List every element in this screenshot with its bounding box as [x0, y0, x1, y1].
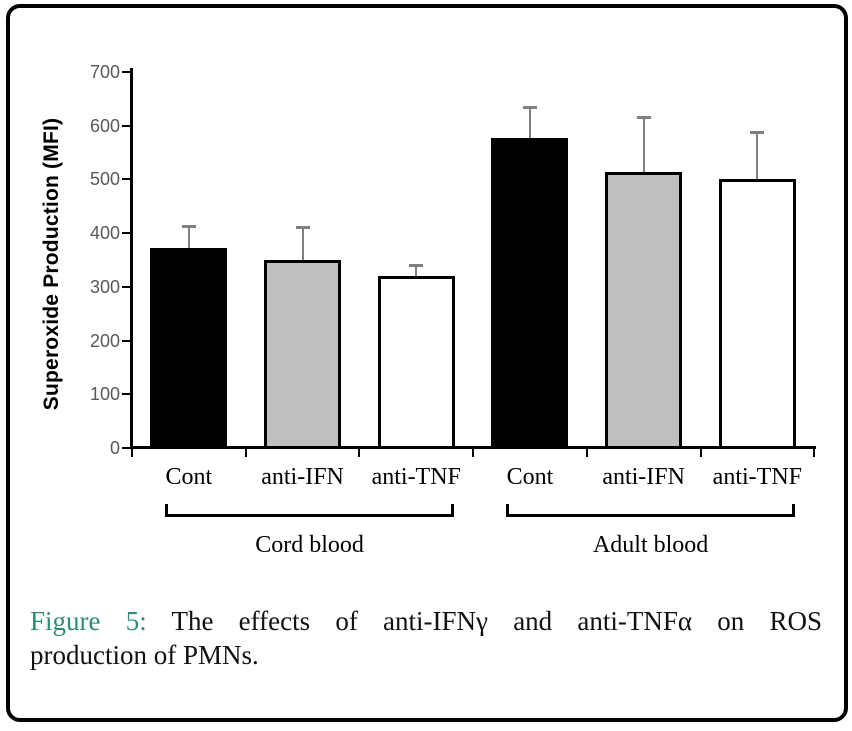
error-bar-stem — [187, 225, 190, 251]
bar — [377, 276, 455, 449]
bar — [491, 137, 569, 449]
category-label: anti-IFN — [261, 464, 344, 490]
bar — [264, 260, 342, 449]
caption-figure-label: Figure 5: — [30, 606, 147, 636]
figure-caption: Figure 5: The effects of anti-IFNγ and a… — [30, 604, 822, 672]
group-bracket — [505, 504, 796, 517]
x-axis-tick — [244, 449, 247, 457]
y-axis-tick — [122, 285, 130, 288]
category-label: anti-IFN — [602, 464, 685, 490]
error-bar-stem — [301, 226, 304, 262]
y-tick-label: 200 — [89, 330, 120, 351]
bar — [150, 248, 228, 449]
bar — [605, 172, 683, 449]
category-label: Cont — [165, 464, 213, 490]
error-bar-cap — [181, 224, 196, 228]
x-axis-tick — [585, 449, 588, 457]
y-tick-label: 500 — [89, 169, 120, 190]
y-axis-tick — [122, 393, 130, 396]
y-tick-label: 100 — [89, 384, 120, 405]
y-axis-tick — [122, 124, 130, 127]
error-bar-cap — [522, 105, 537, 109]
y-axis-title: Superoxide Production (MFI) — [40, 117, 63, 411]
error-bar-cap — [750, 130, 765, 134]
group-label: Adult blood — [592, 532, 709, 558]
error-bar-cap — [295, 225, 310, 229]
y-axis-tick — [122, 178, 130, 181]
x-axis-tick — [472, 449, 475, 457]
caption-line-2: production of PMNs. — [30, 640, 259, 670]
error-bar-stem — [415, 264, 418, 279]
x-axis-tick — [131, 449, 133, 457]
y-tick-label: 700 — [89, 62, 120, 82]
error-bar-cap — [409, 263, 424, 267]
error-bar-stem — [756, 131, 759, 181]
x-axis-tick — [699, 449, 702, 457]
group-label: Cord blood — [255, 532, 364, 558]
y-tick-label: 600 — [89, 115, 120, 136]
caption-text-line1: The effects of anti-IFNγ and anti-TNFα o… — [171, 606, 823, 636]
error-bar-cap — [636, 116, 651, 120]
y-tick-label: 400 — [89, 223, 120, 244]
y-axis-line — [130, 68, 133, 449]
x-axis-tick — [358, 449, 361, 457]
error-bar-stem — [642, 117, 645, 175]
y-tick-label: 300 — [89, 276, 120, 297]
x-axis-line — [130, 446, 817, 449]
caption-line-1: Figure 5: The effects of anti-IFNγ and a… — [30, 604, 822, 638]
bar — [718, 178, 796, 449]
y-tick-label: 0 — [109, 438, 120, 458]
y-axis-tick — [122, 339, 130, 342]
category-label: Cont — [506, 464, 554, 490]
category-label: anti-TNF — [371, 464, 461, 490]
group-bracket — [164, 504, 455, 517]
y-axis-tick — [122, 71, 130, 73]
error-bar-stem — [528, 106, 531, 140]
y-axis-tick — [122, 447, 130, 449]
x-axis-tick — [813, 449, 816, 457]
category-label: anti-TNF — [712, 464, 802, 490]
y-axis-tick — [122, 232, 130, 235]
